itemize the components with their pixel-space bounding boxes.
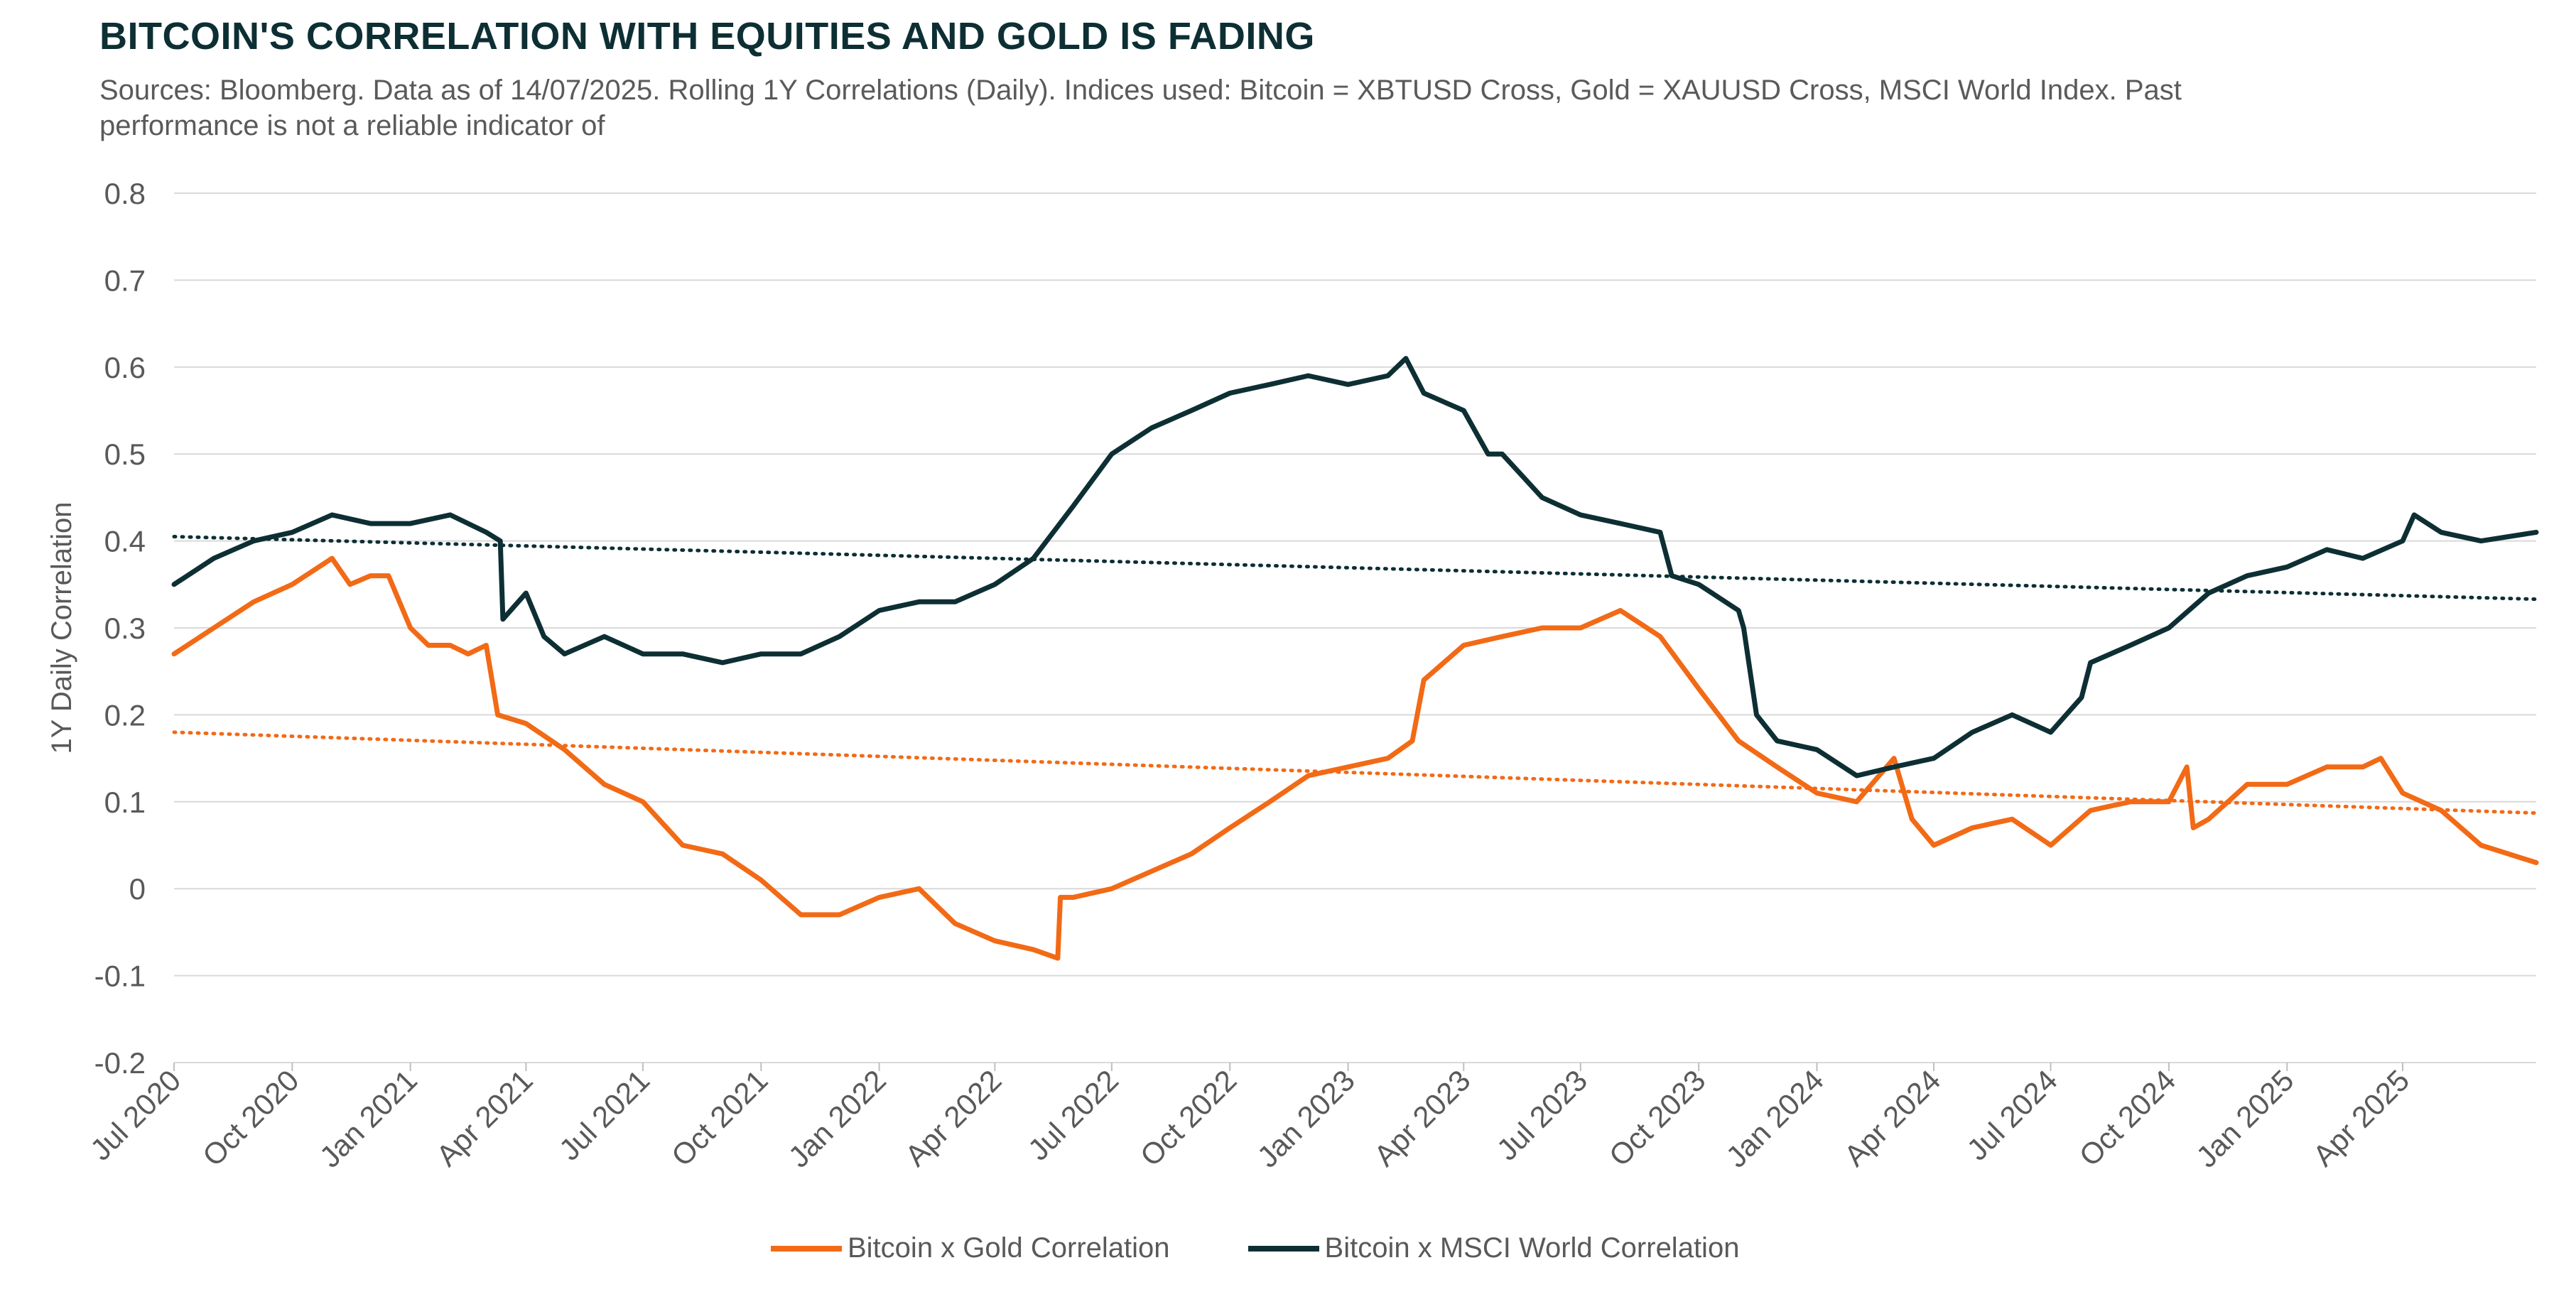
y-tick-label: 0.8: [104, 177, 146, 210]
x-tick-label: Oct 2020: [196, 1063, 305, 1173]
chart-title: BITCOIN'S CORRELATION WITH EQUITIES AND …: [99, 15, 1315, 58]
legend: Bitcoin x Gold Correlation Bitcoin x MSC…: [771, 1232, 1739, 1264]
x-tick-label: Jan 2021: [313, 1063, 423, 1173]
y-axis-ticks: 0.8 0.7 0.6 0.5 0.4 0.3 0.2 0.1 0 -0.1 -0.2: [94, 177, 146, 1080]
x-tick-label: Jan 2024: [1719, 1063, 1829, 1173]
x-tick-label: Jan 2023: [1250, 1063, 1360, 1173]
x-axis-ticks: Jul 2020 Oct 2020 Jan 2021 Apr 2021 Jul 2021…: [84, 1063, 2415, 1174]
legend-item-msci: Bitcoin x MSCI World Correlation: [1248, 1232, 1740, 1264]
y-tick-label: -0.2: [94, 1046, 146, 1080]
grid-lines: [174, 192, 2536, 1063]
x-tick-label: Jan 2025: [2190, 1063, 2300, 1173]
x-tick-label: Jan 2022: [782, 1063, 892, 1173]
chart-subtitle: Sources: Bloomberg. Data as of 14/07/202…: [99, 75, 2182, 141]
x-tick-label: Apr 2022: [899, 1063, 1008, 1173]
legend-label-gold: Bitcoin x Gold Correlation: [848, 1232, 1170, 1264]
legend-swatch-gold: [771, 1245, 842, 1252]
y-tick-label: 0.6: [104, 351, 146, 384]
x-tick-label: Apr 2021: [430, 1063, 539, 1173]
legend-label-msci: Bitcoin x MSCI World Correlation: [1324, 1232, 1740, 1264]
x-tick-label: Jul 2021: [553, 1063, 656, 1167]
y-tick-label: 0.2: [104, 698, 146, 732]
x-tick-label: Apr 2025: [2307, 1063, 2416, 1173]
series-line-gold: [171, 555, 2539, 961]
x-tick-label: Apr 2024: [1838, 1063, 1947, 1173]
y-tick-label: 0.3: [104, 612, 146, 645]
series-line-msci: [171, 356, 2539, 778]
series-lines: [171, 356, 2539, 961]
legend-item-gold: Bitcoin x Gold Correlation: [771, 1232, 1170, 1264]
y-tick-label: 0.5: [104, 438, 146, 471]
y-tick-label: 0.1: [104, 786, 146, 819]
y-axis-label: 1Y Daily Correlation: [46, 502, 77, 754]
y-tick-label: 0.4: [104, 525, 146, 558]
x-tick-label: Jul 2022: [1022, 1063, 1125, 1167]
x-tick-label: Oct 2022: [1134, 1063, 1243, 1173]
x-tick-label: Apr 2023: [1368, 1063, 1477, 1173]
y-tick-label: -0.1: [94, 960, 146, 993]
x-tick-label: Oct 2024: [2072, 1063, 2182, 1173]
y-tick-label: 0.7: [104, 264, 146, 297]
msci-trend-line: [172, 535, 2538, 602]
x-tick-label: Oct 2023: [1603, 1063, 1712, 1173]
x-tick-label: Jul 2023: [1490, 1063, 1594, 1167]
y-tick-label: 0: [129, 872, 146, 906]
x-tick-label: Jul 2024: [1960, 1063, 2064, 1167]
x-tick-label: Oct 2021: [665, 1063, 774, 1173]
legend-swatch-msci: [1248, 1245, 1319, 1252]
